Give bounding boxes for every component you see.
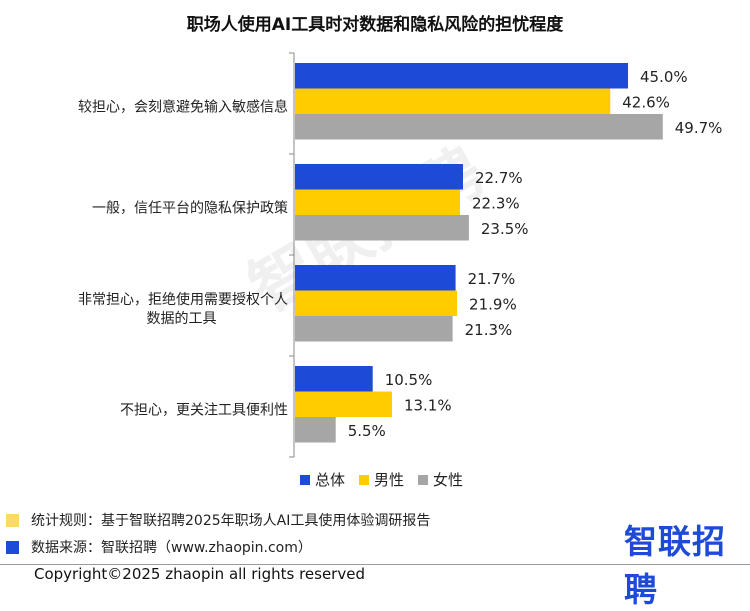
bar (295, 164, 463, 190)
data-source-row: 数据来源：智联招聘（www.zhaopin.com） (6, 537, 312, 557)
category-label: 较担心，会刻意避免输入敏感信息 (78, 99, 288, 116)
legend-swatch-male (359, 474, 370, 485)
brand-logo: 智联招聘 (624, 522, 726, 609)
category-label: 一般，信任平台的隐私保护政策 (92, 200, 288, 217)
data-source-square-icon (6, 540, 19, 554)
chart-legend: 总体 男性 女性 (300, 469, 463, 490)
data-label: 5.5% (348, 422, 386, 440)
category-label: 不担心，更关注工具便利性 (120, 403, 288, 419)
data-label: 23.5% (481, 220, 529, 238)
bar (295, 114, 663, 140)
legend-swatch-female (418, 474, 429, 485)
data-label: 42.6% (622, 93, 670, 111)
data-label: 45.0% (640, 68, 688, 86)
stats-rule-text: 统计规则：基于智联招聘2025年职场人AI工具使用体验调研报告 (31, 513, 431, 529)
bar (295, 290, 458, 316)
data-label: 10.5% (385, 371, 433, 389)
legend-item-male: 男性 (359, 469, 404, 490)
data-label: 22.7% (475, 169, 523, 187)
bar (295, 391, 392, 417)
legend-label-male: 男性 (374, 471, 405, 489)
bar (295, 189, 461, 215)
data-label: 21.9% (469, 295, 517, 313)
data-label: 13.1% (404, 396, 452, 414)
data-label: 21.3% (465, 321, 513, 339)
legend-item-female: 女性 (418, 469, 463, 490)
category-label: 数据的工具 (147, 311, 217, 327)
bar (295, 417, 336, 443)
stats-rule-row: 统计规则：基于智联招聘2025年职场人AI工具使用体验调研报告 (6, 510, 430, 530)
stats-rule-square-icon (6, 513, 19, 527)
legend-swatch-overall (300, 474, 310, 485)
footer-divider (0, 564, 750, 565)
legend-label-female: 女性 (433, 471, 464, 489)
bar (295, 366, 373, 392)
data-label: 22.3% (472, 194, 520, 212)
bar (295, 265, 456, 291)
chart-title: 职场人使用AI工具时对数据和隐私风险的担忧程度 (186, 15, 564, 35)
category-label: 非常担心，拒绝使用需要授权个人 (78, 291, 288, 308)
data-label: 49.7% (675, 119, 723, 137)
data-label: 21.7% (468, 270, 516, 288)
legend-label-overall: 总体 (315, 471, 346, 489)
bar (295, 316, 453, 342)
bar (295, 215, 469, 241)
bar (295, 63, 628, 89)
copyright-text: Copyright©2025 zhaopin all rights reserv… (34, 565, 365, 583)
data-source-text: 数据来源：智联招聘（www.zhaopin.com） (31, 540, 312, 556)
bar-chart: 较担心，会刻意避免输入敏感信息 45.0% 42.6% 49.7% 一般，信任平台的隐私… (78, 52, 723, 458)
legend-item-overall: 总体 (300, 469, 345, 490)
bar (295, 88, 611, 114)
